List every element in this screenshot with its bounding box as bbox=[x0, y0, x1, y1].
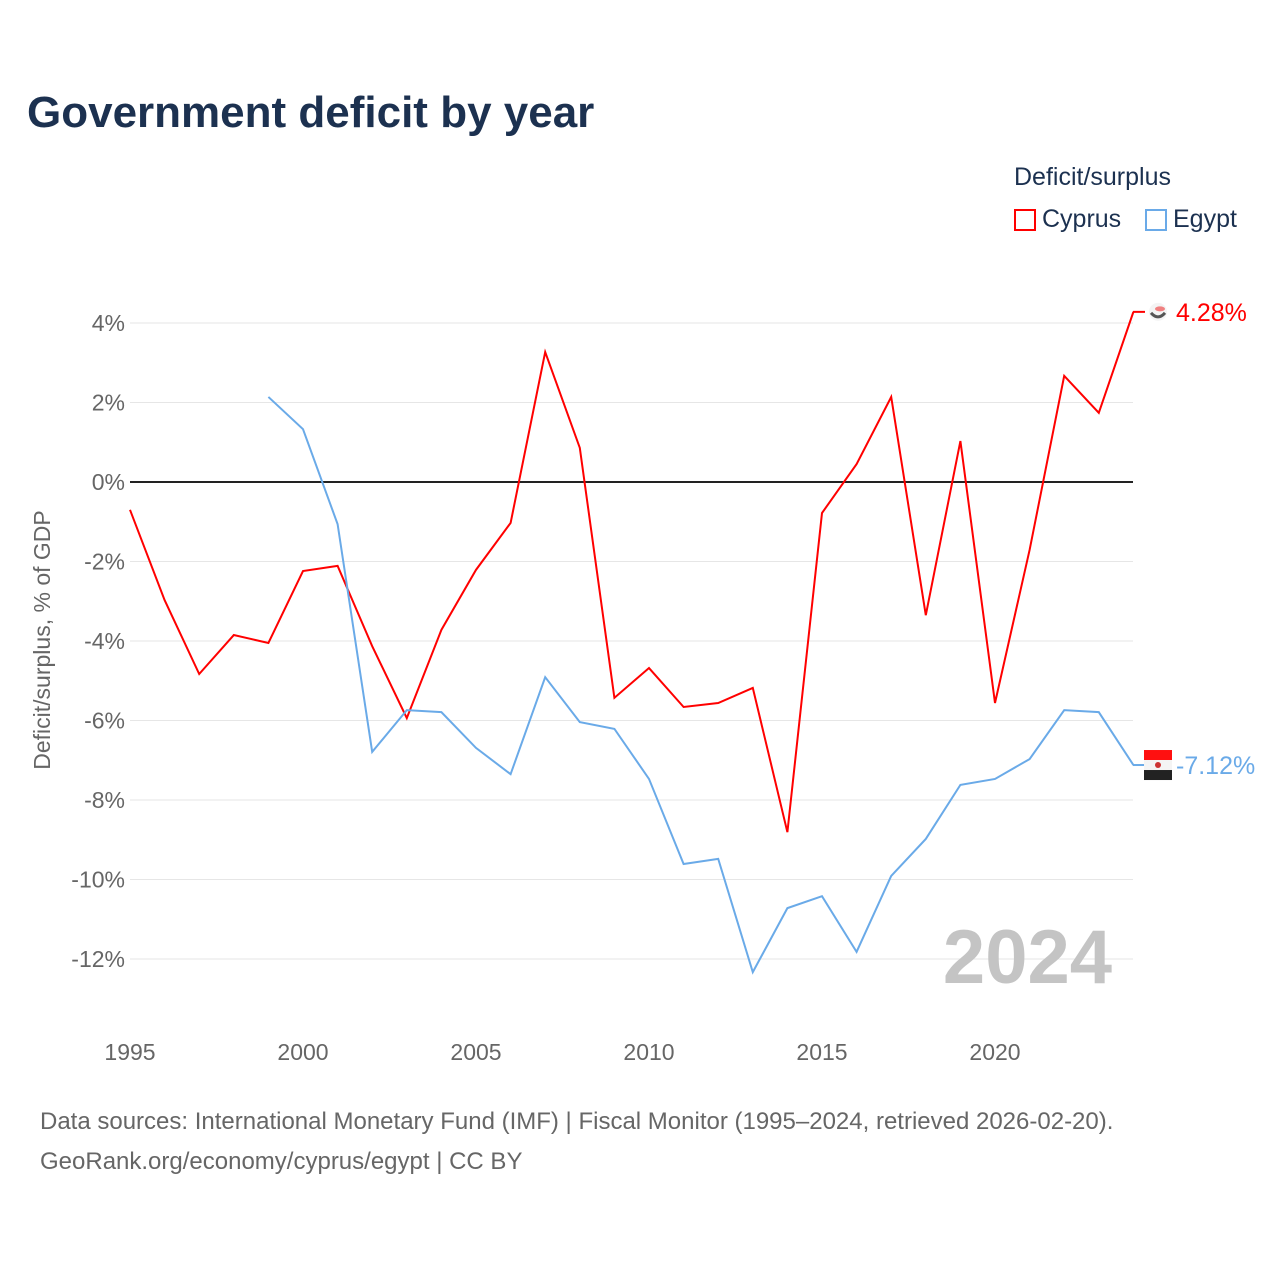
y-tick-label: -10% bbox=[71, 867, 125, 893]
x-tick-label: 2000 bbox=[277, 1039, 328, 1065]
y-axis-label: Deficit/surplus, % of GDP bbox=[29, 510, 55, 769]
legend-label: Egypt bbox=[1173, 205, 1237, 233]
egypt-flag-icon bbox=[1144, 770, 1172, 781]
y-tick-label: 2% bbox=[92, 390, 125, 416]
series-line-egypt bbox=[267, 396, 1135, 975]
y-tick-label: -4% bbox=[84, 628, 125, 654]
cyprus-flag-icon bbox=[1149, 311, 1167, 319]
series-line-cyprus bbox=[129, 311, 1135, 833]
legend-swatch-egypt bbox=[1145, 208, 1167, 231]
x-tick-label: 2020 bbox=[969, 1039, 1020, 1065]
x-tick-label: 2010 bbox=[623, 1039, 674, 1065]
y-tick-label: -6% bbox=[84, 708, 125, 734]
y-tick-label: 4% bbox=[92, 310, 125, 336]
end-value-label: -7.12% bbox=[1176, 752, 1255, 780]
source-line: Data sources: International Monetary Fun… bbox=[40, 1108, 1114, 1135]
cyprus-flag-icon bbox=[1155, 306, 1165, 312]
y-tick-label: -2% bbox=[84, 549, 125, 575]
year-watermark: 2024 bbox=[943, 915, 1112, 1000]
x-tick-label: 2015 bbox=[796, 1039, 847, 1065]
chart-title: Government deficit by year bbox=[27, 88, 595, 137]
legend-title: Deficit/surplus bbox=[1014, 163, 1171, 191]
legend-swatch-cyprus bbox=[1014, 208, 1036, 231]
x-tick-label: 2005 bbox=[450, 1039, 501, 1065]
y-tick-label: 0% bbox=[92, 469, 125, 495]
egypt-flag-icon bbox=[1144, 750, 1172, 761]
x-tick-label: 1995 bbox=[104, 1039, 155, 1065]
y-tick-label: -12% bbox=[71, 946, 125, 972]
legend-item-cyprus[interactable]: Cyprus bbox=[1014, 205, 1121, 234]
legend-item-egypt[interactable]: Egypt bbox=[1145, 205, 1237, 234]
egypt-flag-icon bbox=[1155, 762, 1161, 769]
end-value-label: 4.28% bbox=[1176, 299, 1247, 327]
y-tick-label: -8% bbox=[84, 787, 125, 813]
legend-label: Cyprus bbox=[1042, 205, 1122, 233]
source-link[interactable]: GeoRank.org/economy/cyprus/egypt | CC BY bbox=[40, 1148, 523, 1175]
